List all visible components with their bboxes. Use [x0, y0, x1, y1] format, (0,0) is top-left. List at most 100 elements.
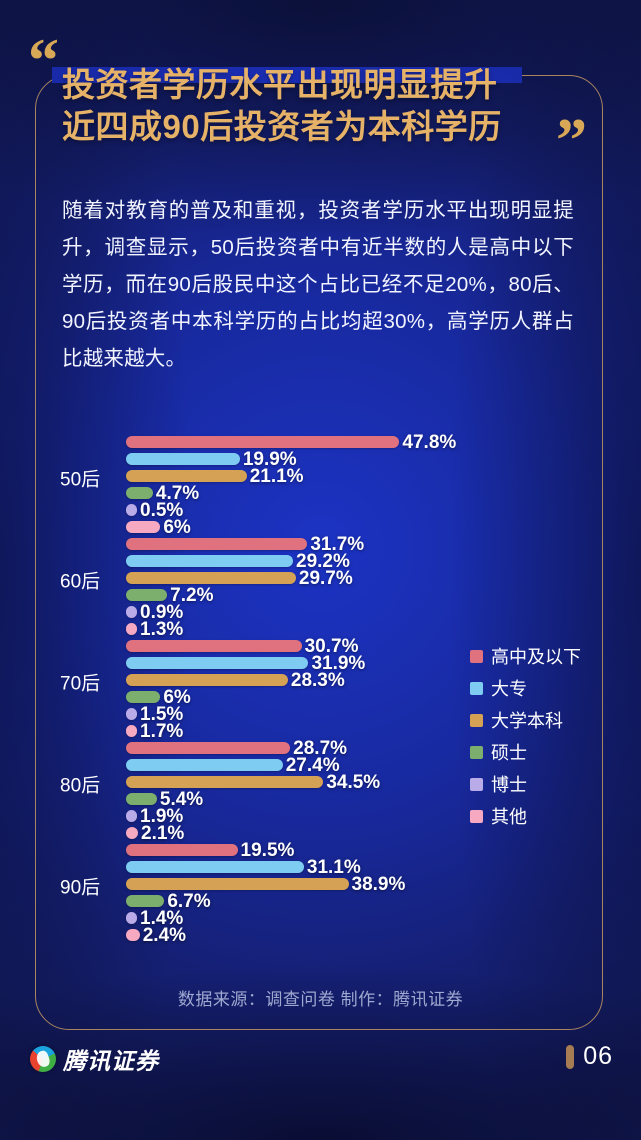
chart-bar [126, 878, 349, 890]
legend-swatch-icon [470, 713, 483, 727]
chart-bar [126, 436, 400, 448]
chart-bar [126, 521, 161, 533]
tencent-logo-icon [30, 1046, 56, 1072]
chart-bar [126, 742, 291, 754]
legend-swatch-icon [470, 809, 483, 823]
chart-bar-value: 6% [163, 516, 191, 538]
chart-bar [126, 810, 137, 822]
chart-bar-value: 2.4% [142, 924, 187, 946]
chart-group-label: 90后 [60, 877, 101, 899]
chart-bar-row: 19.9% [126, 448, 641, 470]
chart-bar-value: 28.7% [293, 737, 348, 759]
chart-group-bars: 30.7% 31.9% 28.3% 6% 1.5% 1.7% [126, 637, 641, 742]
chart-group-bars: 31.7% 29.2% 29.7% 7.2% 0.9% 1.3% [126, 533, 641, 640]
chart-bar-row: 28.3% [126, 669, 641, 691]
legend-label: 大学本科 [491, 711, 563, 731]
chart-bar-value: 28.3% [290, 669, 345, 691]
chart-group: 90后 19.5% 31.1% 38.9% 6.7% 1.4% 2.4% [0, 836, 641, 945]
chart-bar [126, 589, 168, 601]
chart-bar-row: 7.2% [126, 584, 641, 606]
legend-label: 其他 [491, 807, 527, 827]
legend-item: 博士 [470, 768, 581, 800]
chart-group: 60后 31.7% 29.2% 29.7% 7.2% 0.9% 1.3% [0, 530, 641, 639]
legend-label: 高中及以下 [491, 647, 581, 667]
chart-bar-value: 6% [163, 686, 191, 708]
chart-bar-row: 1.4% [126, 909, 641, 928]
legend-item: 大学本科 [470, 704, 581, 736]
legend-item: 大专 [470, 672, 581, 704]
chart-bar-row: 47.8% [126, 431, 641, 453]
chart-group-bars: 28.7% 27.4% 34.5% 5.4% 1.9% 2.1% [126, 737, 641, 844]
chart-bar [126, 793, 157, 805]
title-line-1: 投资者学历水平出现明显提升 [62, 66, 498, 103]
legend-swatch-icon [470, 777, 483, 791]
open-quote-icon: “ [28, 27, 59, 95]
chart-group-label: 70后 [60, 673, 101, 695]
chart-bar-value: 2.1% [141, 822, 185, 844]
chart-bar-value: 21.1% [249, 465, 304, 487]
page-number: 06 [566, 1042, 613, 1071]
legend-item: 其他 [470, 800, 581, 832]
chart-bar-row: 31.7% [126, 533, 641, 555]
chart-bar-row: 6.7% [126, 890, 641, 912]
chart-bar-row: 6% [126, 516, 641, 538]
chart-bar-value: 7.2% [170, 584, 214, 606]
chart-bar-row: 29.2% [126, 550, 641, 572]
chart-bar-row: 6% [126, 686, 641, 708]
chart-bar-value: 19.9% [242, 448, 297, 470]
chart-bar-value: 1.3% [140, 618, 184, 640]
chart-bar-row: 1.7% [126, 720, 641, 742]
chart-bar [126, 912, 137, 924]
chart-bar-value: 1.5% [140, 703, 184, 725]
chart-bar-value: 0.5% [140, 499, 184, 521]
chart-group-bars: 19.5% 31.1% 38.9% 6.7% 1.4% 2.4% [126, 841, 641, 946]
legend-swatch-icon [470, 681, 483, 695]
chart-bar [126, 487, 153, 499]
chart-group-label: 80后 [60, 775, 101, 797]
chart-group-label: 60后 [60, 571, 101, 593]
chart-bar [126, 572, 296, 584]
chart-bar [126, 657, 309, 669]
chart-bar-value: 6.7% [167, 890, 211, 912]
chart-bar-row: 1.5% [126, 703, 641, 725]
chart-bar-value: 47.8% [402, 431, 457, 453]
chart-bar [126, 623, 137, 635]
chart-legend: 高中及以下大专大学本科硕士博士其他 [470, 640, 581, 832]
chart-bar-row: 31.1% [126, 858, 641, 877]
legend-item: 硕士 [470, 736, 581, 768]
horizontal-bar-chart: 50后 47.8% 19.9% 21.1% 4.7% 0.5% 6% 60后 31.7% 29.2… [0, 428, 641, 948]
legend-label: 硕士 [491, 743, 527, 763]
chart-bar [126, 691, 161, 703]
chart-bar-value: 29.2% [296, 550, 350, 572]
chart-bar-value: 29.7% [298, 567, 353, 589]
chart-bar-value: 31.7% [310, 533, 365, 555]
chart-bar-value: 34.5% [326, 771, 381, 793]
chart-group-bars: 47.8% 19.9% 21.1% 4.7% 0.5% 6% [126, 431, 641, 538]
page-number-marker-icon [566, 1044, 575, 1069]
chart-bar-row: 29.7% [126, 567, 641, 589]
brand-logo: 腾讯证券 [30, 1042, 159, 1076]
chart-bar [126, 759, 283, 771]
legend-item: 高中及以下 [470, 640, 581, 672]
chart-bar-value: 5.4% [159, 788, 204, 810]
chart-bar-row: 2.4% [126, 924, 641, 946]
chart-bar [126, 725, 137, 737]
chart-group: 70后 30.7% 31.9% 28.3% 6% 1.5% 1.7% [0, 632, 641, 741]
chart-bar-value: 1.7% [140, 720, 184, 742]
chart-group: 80后 28.7% 27.4% 34.5% 5.4% 1.9% 2.1% [0, 734, 641, 843]
footer-bar: 腾讯证券 06 [0, 1028, 641, 1140]
chart-bar-value: 0.9% [140, 601, 184, 623]
chart-bar-row: 28.7% [126, 737, 641, 759]
chart-bar-row: 4.7% [126, 484, 641, 503]
chart-bar-row: 21.1% [126, 465, 641, 487]
chart-group-label: 50后 [60, 469, 101, 491]
chart-bar-row: 1.3% [126, 618, 641, 640]
close-quote-icon: ” [556, 107, 587, 175]
chart-bar-row: 0.5% [126, 499, 641, 521]
chart-bar [126, 929, 140, 941]
chart-bar-row: 30.7% [126, 637, 641, 656]
title-line-2: 近四成90后投资者为本科学历 [62, 108, 502, 145]
chart-bar [126, 606, 137, 618]
chart-bar-row: 5.4% [126, 788, 641, 810]
chart-bar [126, 555, 294, 567]
